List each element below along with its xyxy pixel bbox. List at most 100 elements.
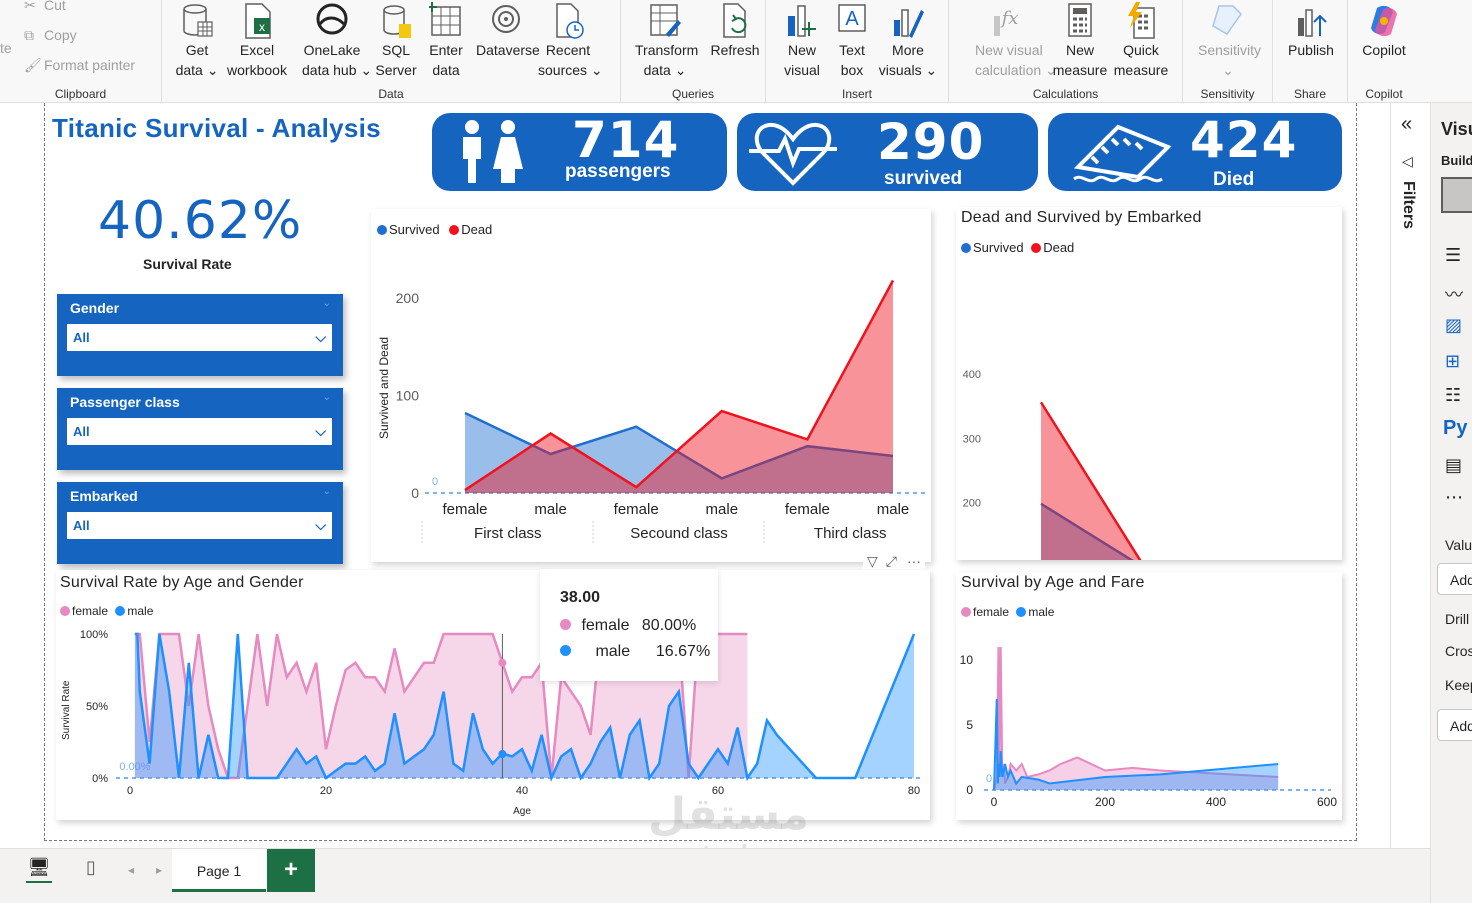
get-data-button[interactable]: Get data ⌄ xyxy=(167,0,227,84)
sql-server-button[interactable]: SQL Server xyxy=(366,0,426,84)
passenger-class-slicer[interactable]: Passenger class ⌄ All ⌵ xyxy=(57,388,343,470)
filters-pane-label[interactable]: Filters xyxy=(1400,181,1417,230)
onelake-button[interactable]: OneLake data hub ⌄ xyxy=(302,0,372,84)
x-tick-label: 200 xyxy=(1095,795,1115,809)
x-category-label: female xyxy=(614,501,659,518)
add-drillthrough-field-box[interactable]: Add xyxy=(1437,709,1472,741)
tooltip-male-value: 16.67% xyxy=(655,643,711,660)
sensitivity-label-2: ⌄ xyxy=(1222,62,1234,78)
data-group-label: Data xyxy=(378,87,404,101)
enter-data-button[interactable]: Enter data xyxy=(416,0,476,84)
age-gender-chart[interactable]: Survival Rate by Age and Gender female m… xyxy=(56,569,930,820)
chevron-down-icon: ⌵ xyxy=(315,329,326,345)
matrix-icon[interactable]: ⊞ xyxy=(1445,351,1461,371)
legend-dot-dead xyxy=(449,225,460,235)
scissors-icon: ✂ xyxy=(24,0,36,13)
x-tick-label: 60 xyxy=(712,785,724,797)
dataverse-button[interactable]: Dataverse xyxy=(476,0,540,84)
x-tick-label: 600 xyxy=(1317,795,1337,809)
new-measure-label-1: New xyxy=(1065,42,1094,58)
mobile-layout-icon[interactable]: ▯ xyxy=(86,857,96,877)
recent-sources-button[interactable]: Recent sources ⌄ xyxy=(538,0,603,84)
previous-page-icon[interactable]: ◂ xyxy=(128,863,135,877)
copilot-button[interactable]: Copilot xyxy=(1354,0,1414,84)
page-tab-1[interactable]: Page 1 xyxy=(172,849,266,892)
kpi-passengers[interactable]: 714 passengers xyxy=(432,111,727,191)
slicer-collapse-icon[interactable]: ⌄ xyxy=(322,486,331,497)
series-area-male xyxy=(994,699,1279,790)
legend-dead-label: Dead xyxy=(1043,240,1075,255)
python-visual-icon[interactable]: Py xyxy=(1443,417,1468,439)
kpi-died-value: 424 xyxy=(1190,111,1298,169)
new-visual-button[interactable]: New visual xyxy=(772,0,832,84)
class-gender-legend: Survived Dead xyxy=(377,222,492,237)
text-box-label-2: box xyxy=(840,62,864,78)
class-gender-chart[interactable]: Survived Dead Survived and Dead 200 100 0 0… xyxy=(371,209,931,572)
get-data-label-1: Get xyxy=(185,42,209,58)
copy-button[interactable]: ⧉ Copy xyxy=(24,24,77,46)
more-options-icon[interactable]: ··· xyxy=(907,553,921,569)
sql-server-icon xyxy=(383,5,411,38)
text-box-button[interactable]: A Text box xyxy=(822,0,882,84)
age-fare-chart[interactable]: Survival by Age and Fare female male 10 5… xyxy=(956,572,1342,820)
add-data-field-box[interactable]: Add xyxy=(1437,563,1472,595)
sensitivity-label-icon xyxy=(1212,5,1242,35)
recent-sources-icon xyxy=(556,3,584,39)
paginated-report-icon[interactable]: ▤ xyxy=(1445,455,1463,475)
cut-button[interactable]: ✂ Cut xyxy=(24,0,66,16)
next-page-icon[interactable]: ▸ xyxy=(156,863,163,877)
build-visual-icon[interactable] xyxy=(1441,177,1472,213)
new-visual-calc-label-2: calculation ⌄ xyxy=(975,62,1057,78)
refresh-label: Refresh xyxy=(710,42,760,58)
filter-funnel-icon[interactable]: ◁ xyxy=(1402,153,1413,169)
sensitivity-label-1: Sensitivity xyxy=(1198,42,1262,58)
desktop-layout-icon[interactable]: 🖥 xyxy=(26,857,52,883)
insert-group: New visual A Text box More visuals ⌄ Ins… xyxy=(766,0,949,103)
collapse-pane-icon[interactable]: « xyxy=(1401,113,1413,135)
add-page-button[interactable]: + xyxy=(267,849,315,892)
kpi-survived[interactable]: 290 survived xyxy=(737,113,1038,191)
slicer-collapse-icon[interactable]: ⌄ xyxy=(322,392,331,403)
excel-label-1: Excel xyxy=(239,42,275,58)
more-visuals-ellipsis-icon[interactable]: ⋯ xyxy=(1445,487,1463,507)
y-tick-label: 400 xyxy=(963,369,981,381)
quick-measure-button[interactable]: Quick measure xyxy=(1111,0,1171,84)
more-visuals-button[interactable]: More visuals ⌄ xyxy=(878,0,938,84)
table-visual-icon[interactable]: ☷ xyxy=(1445,385,1462,405)
excel-workbook-button[interactable]: x Excel workbook xyxy=(227,0,287,84)
gender-slicer[interactable]: Gender ⌄ All ⌵ xyxy=(57,294,343,376)
visual-calculation-icon: fx xyxy=(994,8,1018,36)
age-fare-plot: 10 5 0 0 200 400 600 0 xyxy=(960,646,1337,809)
new-visual-calculation-button[interactable]: fx New visual calculation ⌄ xyxy=(975,0,1057,84)
kpi-died[interactable]: 424 Died xyxy=(1048,111,1342,191)
transform-data-button[interactable]: Transform data ⌄ xyxy=(635,0,698,84)
page-tabs-bar: 🖥 ▯ ◂ ▸ Page 1 + xyxy=(0,848,1430,903)
age-fare-legend: female male xyxy=(961,605,1054,619)
publish-button[interactable]: Publish xyxy=(1281,0,1341,84)
age-fare-chart-title: Survival by Age and Fare xyxy=(961,574,1145,591)
series-area-dead xyxy=(465,280,893,493)
data-group: Get data ⌄ x Excel workbook OneLake data… xyxy=(162,0,621,103)
x-tick-label: 20 xyxy=(320,785,332,797)
stacked-bar-chart-icon[interactable]: ☰ xyxy=(1445,245,1462,265)
line-chart-icon[interactable]: 〰 xyxy=(1445,285,1463,305)
gender-slicer-dropdown[interactable]: All ⌵ xyxy=(67,324,332,351)
embarked-slicer[interactable]: Embarked ⌄ All ⌵ xyxy=(57,482,343,564)
sensitivity-button[interactable]: Sensitivity ⌄ xyxy=(1198,0,1262,84)
ribbon-chart-icon[interactable]: ▨ xyxy=(1445,315,1463,335)
embarked-slicer-dropdown[interactable]: All ⌵ xyxy=(67,512,332,539)
filter-icon[interactable]: ▽ xyxy=(867,553,878,569)
embarked-chart[interactable]: Dead and Survived by Embarked Survived D… xyxy=(956,207,1342,560)
format-painter-button[interactable]: 🖌 Format painter xyxy=(24,54,135,76)
paste-partial-label[interactable]: te xyxy=(0,40,12,56)
refresh-button[interactable]: Refresh xyxy=(705,0,765,84)
database-icon xyxy=(183,4,213,37)
legend-dot-male xyxy=(115,606,126,616)
quick-measure-label-2: measure xyxy=(1113,62,1169,78)
slicer-collapse-icon[interactable]: ⌄ xyxy=(322,298,331,309)
passenger-class-slicer-dropdown[interactable]: All ⌵ xyxy=(67,418,332,445)
more-visuals-label-2: visuals ⌄ xyxy=(878,62,938,78)
new-measure-button[interactable]: New measure xyxy=(1050,0,1110,84)
excel-icon: x xyxy=(245,3,271,39)
focus-mode-icon[interactable]: ⤢ xyxy=(885,553,897,569)
